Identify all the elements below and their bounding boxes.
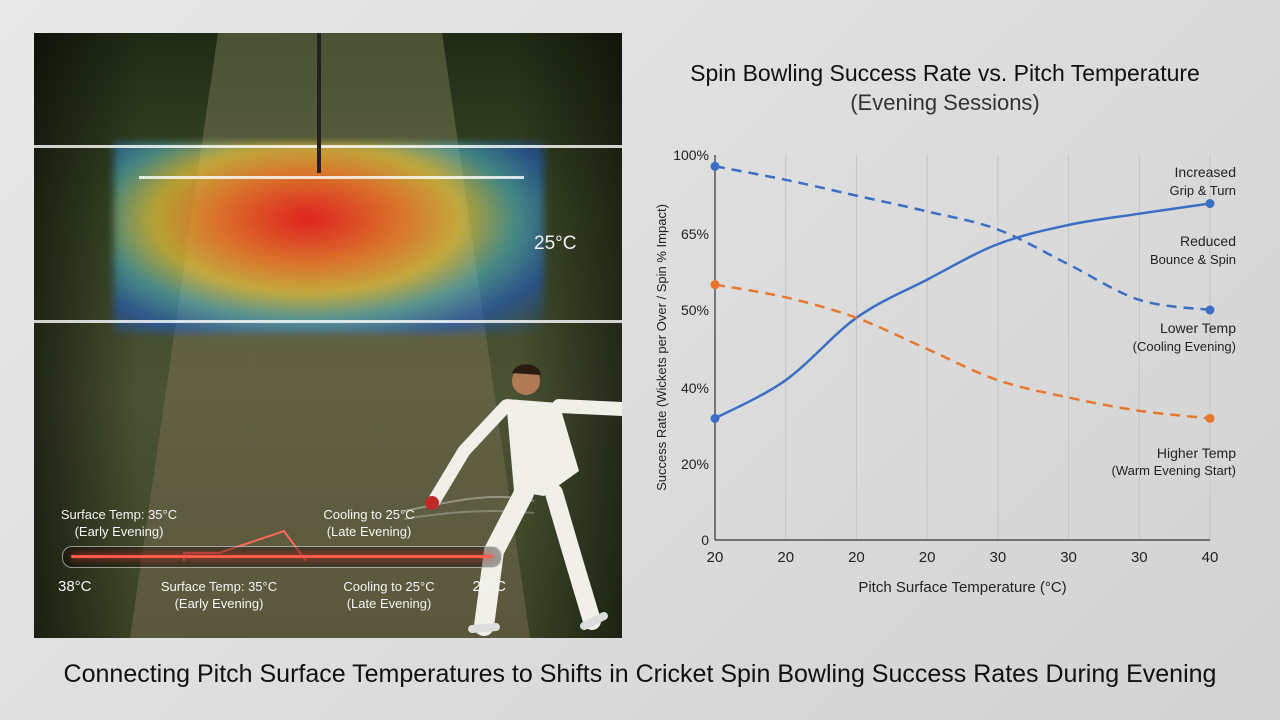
chart-annotation: Grip & Turn bbox=[1170, 183, 1236, 198]
chart-annotation: Reduced bbox=[1180, 233, 1236, 249]
temp-38: 38°C bbox=[58, 578, 92, 595]
cricket-pitch-photo: 25°C Surface Temp: 35°C (Early Evening) C… bbox=[34, 33, 622, 638]
y-tick-label: 0 bbox=[701, 532, 709, 548]
x-tick-label: 20 bbox=[707, 549, 724, 566]
x-tick-label: 20 bbox=[919, 549, 936, 566]
series-point-end bbox=[1205, 199, 1215, 209]
chart-subtitle: (Evening Sessions) bbox=[850, 90, 1040, 115]
x-tick-label: 20 bbox=[777, 549, 794, 566]
y-tick-label: 50% bbox=[681, 302, 709, 318]
x-axis-label: Pitch Surface Temperature (°C) bbox=[858, 579, 1066, 596]
series-point-end bbox=[1205, 413, 1215, 423]
temp-22: 22°C bbox=[472, 578, 506, 595]
chart-annotations: Increased Grip & Turn Reduced Bounce & Spin… bbox=[1112, 164, 1237, 478]
chart-series bbox=[710, 161, 1215, 423]
x-tick-label: 20 bbox=[848, 549, 865, 566]
chart-annotation: Higher Temp bbox=[1157, 445, 1236, 461]
stump bbox=[317, 33, 321, 173]
crease-line-top bbox=[34, 145, 622, 148]
photo-label-bottom-right: Cooling to 25°C (Late Evening) bbox=[343, 579, 435, 611]
y-axis-label: Success Rate (Wickets per Over / Spin % … bbox=[654, 204, 669, 491]
bottom-caption: Connecting Pitch Surface Temperatures to… bbox=[63, 660, 1217, 688]
y-tick-label: 100% bbox=[673, 147, 709, 163]
temperature-bar-glow bbox=[71, 555, 493, 558]
x-tick-label: 30 bbox=[990, 549, 1007, 566]
photo-label-top-left: Surface Temp: 35°C (Early Evening) bbox=[60, 507, 178, 539]
series-line-2 bbox=[714, 283, 1211, 420]
chart-annotation: Lower Temp bbox=[1160, 320, 1236, 336]
pitch-temp-label: 25°C bbox=[534, 233, 577, 254]
pitch-heatmap-overlay bbox=[114, 143, 544, 333]
series-line-0 bbox=[714, 202, 1211, 420]
series-point-end bbox=[1205, 305, 1215, 315]
crease-line-popping bbox=[139, 176, 524, 179]
series-point-start bbox=[710, 161, 720, 171]
bowler-figure bbox=[403, 364, 622, 636]
y-tick-label: 40% bbox=[681, 380, 709, 396]
chart-annotation: (Cooling Evening) bbox=[1133, 339, 1236, 354]
x-tick-label: 30 bbox=[1060, 549, 1077, 566]
series-point-start bbox=[710, 413, 720, 423]
x-tick-label: 30 bbox=[1131, 549, 1148, 566]
chart-annotation: Bounce & Spin bbox=[1150, 252, 1236, 267]
chart-title: Spin Bowling Success Rate vs. Pitch Temp… bbox=[690, 60, 1200, 86]
photo-label-top-right: Cooling to 25°C (Late Evening) bbox=[323, 507, 415, 539]
chart-annotation: Increased bbox=[1175, 164, 1236, 180]
y-tick-label: 20% bbox=[681, 456, 709, 472]
series-line-1 bbox=[714, 165, 1211, 312]
line-chart: 0 20% 40% 50% 65% 100% 20 20 20 20 30 30 30 40 Pitch S… bbox=[654, 147, 1237, 596]
temperature-bar bbox=[62, 546, 502, 568]
chart-annotation: (Warm Evening Start) bbox=[1112, 463, 1237, 478]
photo-label-bottom-mid: Surface Temp: 35°C (Early Evening) bbox=[160, 579, 278, 611]
series-point-start bbox=[710, 280, 720, 290]
x-tick-label: 40 bbox=[1202, 549, 1219, 566]
crease-line-bottom bbox=[34, 320, 622, 323]
chart-axes: 0 20% 40% 50% 65% 100% 20 20 20 20 30 30 30 40 Pitch S… bbox=[654, 147, 1218, 596]
y-tick-label: 65% bbox=[681, 226, 709, 242]
